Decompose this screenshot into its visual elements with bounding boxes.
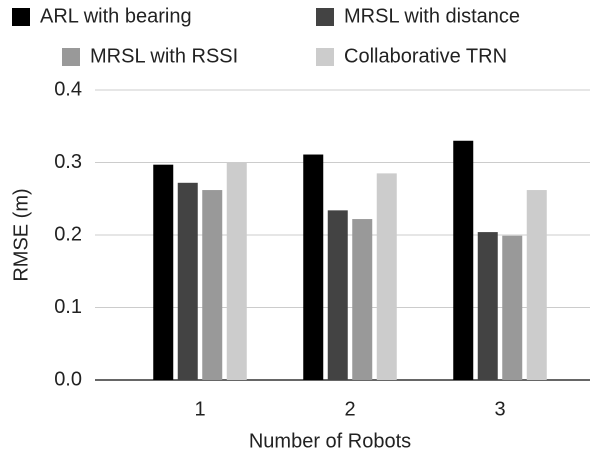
bar <box>502 235 523 380</box>
legend-label: ARL with bearing <box>40 5 192 27</box>
bar <box>453 140 474 380</box>
x-tick-label: 3 <box>494 398 505 420</box>
bar <box>376 173 397 380</box>
bar <box>352 219 373 380</box>
bar <box>327 210 348 380</box>
x-axis-title: Number of Robots <box>249 430 411 452</box>
x-tick-label: 2 <box>344 398 355 420</box>
bar <box>477 232 498 380</box>
y-tick-label: 0.0 <box>54 368 82 390</box>
legend-label: MRSL with distance <box>344 5 520 27</box>
bar <box>303 154 324 380</box>
legend-label: MRSL with RSSI <box>90 45 238 67</box>
legend-swatch <box>316 8 334 26</box>
y-tick-label: 0.3 <box>54 151 82 173</box>
y-tick-label: 0.1 <box>54 296 82 318</box>
legend-swatch <box>12 8 30 26</box>
y-tick-label: 0.4 <box>54 78 82 100</box>
bar <box>202 190 223 380</box>
x-tick-label: 1 <box>194 398 205 420</box>
legend-label: Collaborative TRN <box>344 45 507 67</box>
bar <box>226 162 247 380</box>
y-tick-label: 0.2 <box>54 223 82 245</box>
legend-swatch <box>62 48 80 66</box>
bar <box>177 182 198 380</box>
y-axis-title: RMSE (m) <box>10 188 32 281</box>
bar <box>153 164 174 380</box>
legend-swatch <box>316 48 334 66</box>
bar <box>526 190 547 380</box>
